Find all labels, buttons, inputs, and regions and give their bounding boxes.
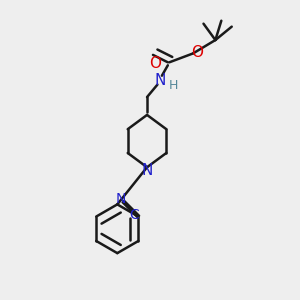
Text: N: N xyxy=(141,163,153,178)
Text: O: O xyxy=(149,56,161,71)
Text: N: N xyxy=(116,192,126,206)
Text: N: N xyxy=(155,73,166,88)
Text: O: O xyxy=(192,45,204,60)
Text: C: C xyxy=(129,208,139,222)
Text: H: H xyxy=(169,79,178,92)
